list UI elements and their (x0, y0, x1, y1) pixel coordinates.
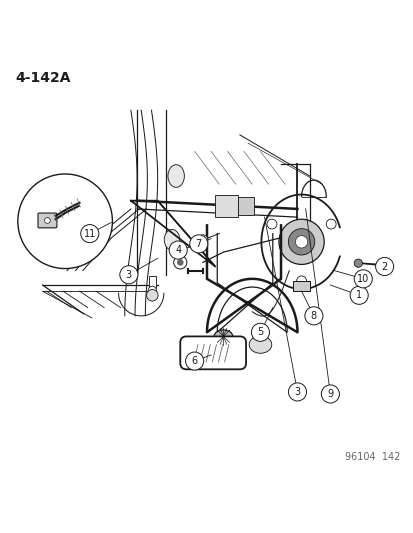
Bar (148, 276, 156, 288)
Circle shape (288, 383, 306, 401)
Text: 7: 7 (195, 239, 202, 249)
Circle shape (375, 257, 393, 276)
Bar (237, 197, 254, 215)
Circle shape (266, 219, 276, 229)
Text: 6: 6 (191, 356, 197, 366)
Circle shape (325, 219, 335, 229)
Text: 5: 5 (257, 327, 263, 337)
Circle shape (169, 241, 187, 259)
Circle shape (296, 276, 306, 286)
Circle shape (119, 265, 138, 284)
Circle shape (197, 235, 207, 245)
Ellipse shape (214, 330, 232, 343)
Circle shape (185, 352, 203, 370)
Circle shape (146, 289, 158, 301)
Circle shape (320, 385, 339, 403)
Ellipse shape (168, 165, 184, 187)
FancyBboxPatch shape (180, 336, 245, 369)
Text: 96104  142: 96104 142 (344, 452, 399, 462)
Text: 10: 10 (356, 274, 368, 284)
Bar (293, 281, 309, 291)
FancyBboxPatch shape (38, 213, 57, 228)
Circle shape (349, 286, 367, 304)
Circle shape (81, 224, 99, 243)
Ellipse shape (164, 230, 179, 250)
Text: 4: 4 (175, 245, 181, 255)
Text: 2: 2 (381, 262, 387, 271)
Circle shape (18, 174, 112, 269)
Text: 4-142A: 4-142A (16, 71, 71, 85)
Circle shape (354, 270, 371, 288)
Circle shape (304, 307, 322, 325)
Text: 11: 11 (83, 229, 96, 239)
Circle shape (354, 259, 361, 268)
Circle shape (189, 235, 207, 253)
Text: 3: 3 (126, 270, 132, 280)
Circle shape (173, 256, 186, 269)
Text: 1: 1 (355, 290, 361, 300)
Bar (215, 195, 237, 217)
Circle shape (148, 286, 156, 294)
Circle shape (278, 219, 323, 264)
Circle shape (295, 236, 307, 248)
Text: 9: 9 (327, 389, 332, 399)
Ellipse shape (249, 336, 271, 353)
Text: 3: 3 (294, 387, 300, 397)
Circle shape (251, 323, 269, 341)
Circle shape (176, 259, 183, 265)
Text: 8: 8 (310, 311, 316, 321)
Circle shape (45, 217, 50, 223)
Circle shape (288, 229, 314, 255)
